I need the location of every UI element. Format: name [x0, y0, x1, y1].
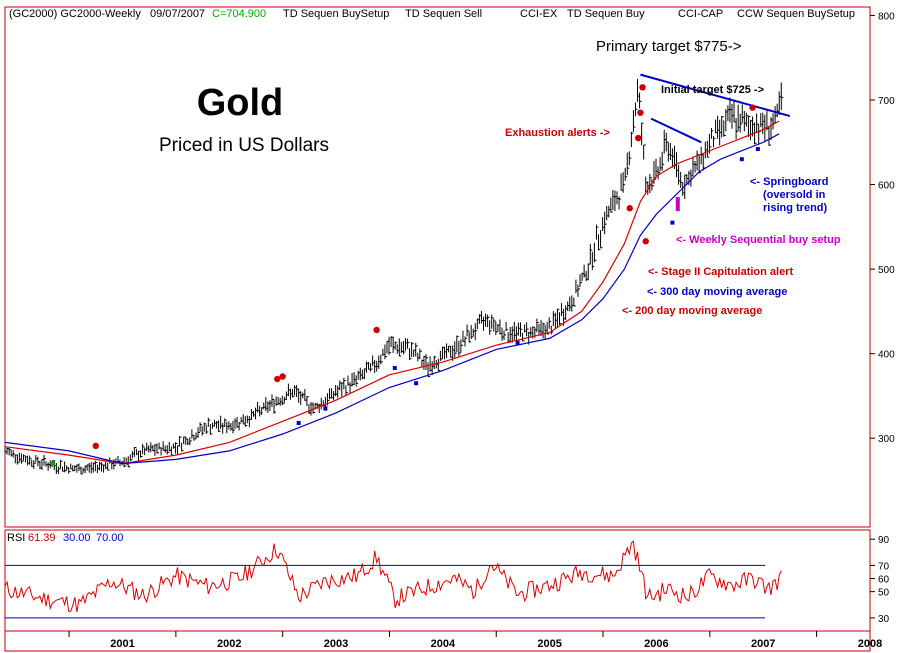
- exhaustion-marker: [749, 104, 756, 111]
- setup-marker: [675, 197, 680, 212]
- exhaustion-marker: [279, 373, 286, 380]
- buy-setup-marker: [392, 366, 397, 371]
- rsi-series: [4, 540, 782, 612]
- stage-two-label: <- Stage II Capitulation alert: [648, 266, 794, 278]
- date-tick-label: 2004: [431, 638, 456, 650]
- moving-averages: [4, 120, 780, 465]
- primary-target-label: Primary target $775->: [596, 38, 742, 55]
- price-tick-label: 400: [878, 350, 895, 361]
- date-tick-label: 2003: [324, 638, 348, 650]
- exhaustion-marker: [626, 205, 633, 212]
- rsi-legend-name: RSI: [7, 532, 25, 544]
- header-date: 09/07/2007: [150, 8, 205, 20]
- exhaustion-marker: [274, 375, 281, 383]
- header-study-2: TD Sequen Sell: [405, 8, 482, 20]
- date-tick-label: 2007: [751, 638, 775, 650]
- chart-subtitle: Priced in US Dollars: [159, 135, 329, 156]
- buy-setup-marker: [323, 406, 328, 411]
- header-close: C=704.900: [212, 8, 266, 20]
- ma200-line: [4, 120, 780, 465]
- buy-setup-marker: [515, 340, 520, 345]
- rsi-legend-low: 30.00: [63, 532, 91, 544]
- exhaustion-alerts-label: Exhaustion alerts ->: [505, 127, 610, 139]
- exhaustion-marker: [635, 134, 642, 142]
- price-tick-label: 600: [878, 181, 895, 192]
- rsi-tick-label: 70: [878, 561, 890, 572]
- exhaustion-marker: [373, 326, 380, 334]
- ma200-label: <- 200 day moving average: [622, 305, 762, 317]
- rsi-line: [4, 540, 782, 612]
- price-tick-label: 300: [878, 434, 895, 445]
- ma300-line: [4, 133, 780, 465]
- springboard-label-2: (oversold in: [763, 189, 826, 201]
- date-tick-label: 2002: [217, 638, 241, 650]
- price-bars: [4, 78, 784, 475]
- springboard-label-3: rising trend): [763, 202, 828, 214]
- rsi-tick-label: 90: [878, 535, 890, 546]
- header-study-1: TD Sequen BuySetup: [283, 8, 389, 20]
- rsi-tick-label: 60: [878, 575, 890, 586]
- date-axis-ticks: 2001 2002 2003 2004 2005 2006 2007 2008: [68, 631, 882, 650]
- price-tick-label: 700: [878, 96, 895, 107]
- price-panel-frame: [4, 6, 871, 528]
- exhaustion-marker: [642, 238, 649, 245]
- ma300-label: <- 300 day moving average: [647, 286, 787, 298]
- date-tick-label: 2006: [644, 638, 668, 650]
- weekly-setup-label: <- Weekly Sequential buy setup: [676, 234, 841, 246]
- rsi-tick-label: 30: [878, 614, 890, 625]
- header-study-4: TD Sequen Buy: [567, 8, 645, 20]
- date-tick-label: 2005: [537, 638, 561, 650]
- green-marker: [51, 461, 56, 466]
- header-study-3: CCI-EX: [520, 8, 558, 20]
- exhaustion-marker: [92, 442, 99, 450]
- triangle-trendline: [650, 117, 702, 144]
- trendlines: [640, 73, 791, 144]
- buy-setup-marker: [414, 381, 419, 386]
- springboard-label-1: <- Springboard: [750, 176, 829, 188]
- header-study-6: CCW Sequen BuySetup: [737, 8, 855, 20]
- initial-target-label: Initial target $725 ->: [661, 84, 764, 96]
- buy-setup-marker: [670, 220, 675, 225]
- rsi-axis-ticks: 30 50 60 70 90: [870, 535, 890, 625]
- upper-trendline: [640, 73, 791, 118]
- rsi-tick-label: 50: [878, 588, 890, 599]
- rsi-level-lines: [5, 564, 765, 619]
- date-axis-frame: [4, 630, 871, 652]
- date-tick-label: 2001: [110, 638, 134, 650]
- exhaustion-marker: [637, 109, 644, 116]
- buy-setup-marker: [755, 147, 760, 152]
- price-tick-label: 500: [878, 265, 895, 276]
- rsi-legend-value: 61.39: [28, 532, 56, 544]
- signal-markers: [51, 84, 760, 466]
- chart-title: Gold: [197, 82, 284, 124]
- rsi-legend-high: 70.00: [96, 532, 124, 544]
- price-axis-ticks: 300 400 500 600 700 800: [870, 11, 895, 445]
- buy-setup-marker: [296, 421, 301, 425]
- exhaustion-marker: [639, 84, 646, 91]
- date-tick-label: 2008: [858, 638, 882, 650]
- price-tick-label: 800: [878, 11, 895, 22]
- buy-setup-marker: [739, 157, 744, 162]
- header-symbol: (GC2000) GC2000-Weekly: [9, 8, 141, 20]
- header-study-5: CCI-CAP: [678, 8, 723, 20]
